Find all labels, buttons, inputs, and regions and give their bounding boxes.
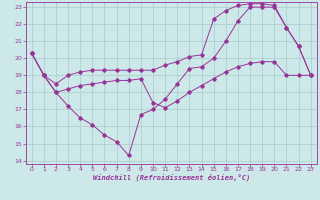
X-axis label: Windchill (Refroidissement éolien,°C): Windchill (Refroidissement éolien,°C) (92, 174, 250, 181)
